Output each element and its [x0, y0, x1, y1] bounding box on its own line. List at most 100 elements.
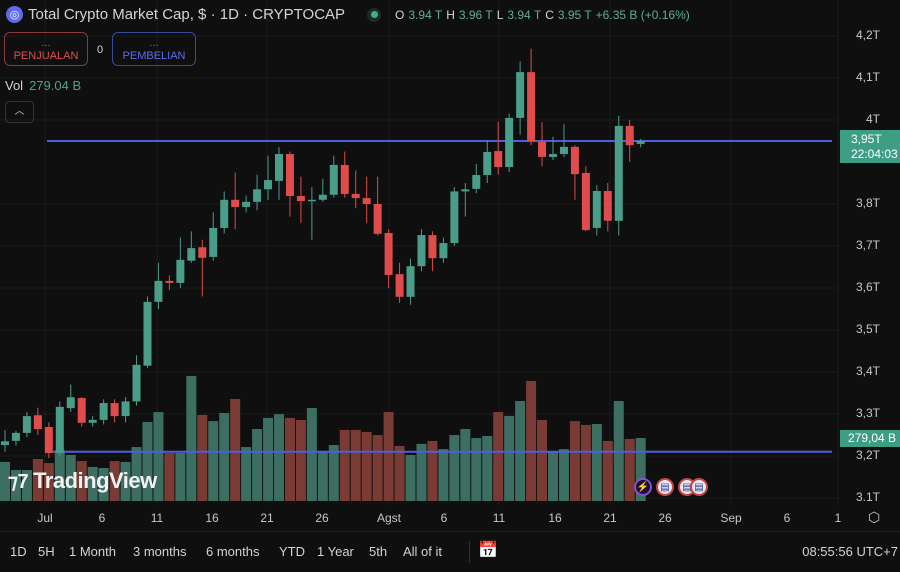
volume-bar — [526, 380, 537, 501]
lightning-icon[interactable]: ⚡ — [634, 478, 652, 496]
candle-body — [329, 164, 338, 195]
candle-body — [296, 196, 305, 202]
candle-body — [198, 247, 207, 258]
candle-body — [22, 416, 31, 433]
volume-bar — [624, 438, 635, 501]
chart-settings-icon[interactable]: ⬡ — [868, 509, 881, 525]
candle-body — [318, 194, 327, 200]
volume-bar — [635, 438, 646, 501]
volume-bar — [43, 463, 54, 501]
candle-body — [494, 151, 503, 168]
volume-bar — [482, 435, 493, 501]
volume-bar — [449, 435, 460, 501]
us-flag-icon[interactable]: ▤ — [690, 478, 708, 496]
volume-bar — [230, 398, 241, 501]
volume-bar — [164, 452, 175, 501]
volume-bar — [76, 461, 87, 501]
time-axis-tick: 6 — [98, 511, 106, 525]
volume-bar — [602, 440, 613, 501]
volume-bar — [438, 449, 449, 501]
volume-bar — [219, 412, 230, 501]
time-axis-tick: 21 — [260, 511, 274, 525]
candle-body — [581, 172, 590, 231]
crypto-cap-icon: ◎ — [6, 6, 23, 23]
volume-bar — [54, 449, 65, 501]
range-button[interactable]: 1 Month — [69, 544, 116, 559]
price-axis-tick: 4,1T — [855, 70, 880, 84]
volume-bar — [317, 450, 328, 501]
candle-body — [231, 199, 240, 207]
candle-body — [417, 235, 426, 267]
buy-button[interactable]: ... PEMBELIAN — [112, 32, 196, 66]
volume-bar — [120, 461, 131, 501]
volume-bar — [32, 459, 43, 501]
candle-body — [11, 432, 20, 441]
time-axis-tick: 1 — [834, 511, 842, 525]
candle-body — [121, 401, 130, 417]
volume-bar — [339, 429, 350, 501]
candle-body — [99, 403, 108, 420]
volume-bar — [295, 419, 306, 501]
sell-button[interactable]: ... PENJUALAN — [4, 32, 88, 66]
candle-body — [373, 204, 382, 234]
range-button[interactable]: 5th — [369, 544, 388, 559]
candle-body — [625, 125, 634, 146]
time-axis-tick: 6 — [440, 511, 448, 525]
candle-body — [220, 199, 229, 228]
range-button[interactable]: All of it — [403, 544, 443, 559]
us-flag-icon[interactable]: ▤ — [656, 478, 674, 496]
range-button[interactable]: YTD — [279, 544, 305, 559]
time-axis-tick: 16 — [205, 511, 219, 525]
volume-bar — [580, 424, 591, 501]
current-price-label: 3,95T 22:04:03 — [840, 130, 900, 163]
volume-bar — [241, 447, 252, 501]
ohlc-values: O 3.94 T H 3.96 T L 3.94 T C 3.95 T +6.35 B … — [395, 7, 690, 22]
price-axis-tick: 4,2T — [855, 28, 880, 42]
candle-body — [428, 235, 437, 259]
volume-bar — [361, 431, 372, 501]
candle-body — [242, 201, 251, 207]
tradingview-logo-icon: ⁊7 — [8, 470, 29, 493]
volume-bar — [405, 454, 416, 501]
volume-bar — [98, 468, 109, 501]
candle-body — [549, 154, 557, 157]
chevron-up-icon[interactable]: ︿ — [5, 101, 34, 123]
candle-body — [1, 441, 9, 446]
volume-bar — [591, 424, 602, 501]
time-axis-tick: 21 — [603, 511, 617, 525]
range-button[interactable]: 1 Year — [317, 544, 354, 559]
volume-bar — [372, 435, 383, 501]
price-chart[interactable] — [0, 0, 900, 531]
time-axis-tick: 6 — [783, 511, 791, 525]
time-axis-tick: Jul — [37, 511, 53, 525]
candle-body — [253, 189, 262, 202]
candle-body — [592, 190, 601, 228]
volume-bar — [87, 466, 98, 501]
volume-bar — [306, 407, 317, 501]
candle-body — [351, 193, 360, 199]
goto-date-icon[interactable]: 📅 — [478, 542, 498, 559]
volume-bar — [263, 417, 274, 501]
market-status-icon[interactable] — [367, 7, 382, 22]
time-axis-tick: 11 — [150, 511, 164, 525]
candle-body — [165, 280, 174, 283]
range-button[interactable]: 3 months — [133, 544, 187, 559]
range-button[interactable]: 6 months — [206, 544, 260, 559]
candle-body — [395, 274, 404, 297]
volume-bar — [10, 470, 21, 501]
price-axis-tick: 3.1T — [855, 490, 880, 504]
volume-bar — [252, 428, 263, 501]
spread-value: 0 — [97, 44, 104, 56]
symbol-title[interactable]: Total Crypto Market Cap, $ · 1D · CRYPTO… — [28, 6, 346, 23]
volume-bar — [153, 412, 164, 501]
volume-bar — [569, 421, 580, 501]
range-button[interactable]: 1D — [10, 544, 27, 559]
volume-bar — [328, 445, 339, 501]
volume-bar — [350, 429, 361, 501]
price-axis-tick: 3,2T — [855, 448, 880, 462]
current-volume-label: 279,04 B — [840, 430, 900, 447]
time-axis-tick: Sep — [720, 511, 742, 525]
candle-body — [603, 190, 612, 221]
range-button[interactable]: 5H — [38, 544, 55, 559]
clock[interactable]: 08:55:56 UTC+7 — [802, 544, 898, 559]
